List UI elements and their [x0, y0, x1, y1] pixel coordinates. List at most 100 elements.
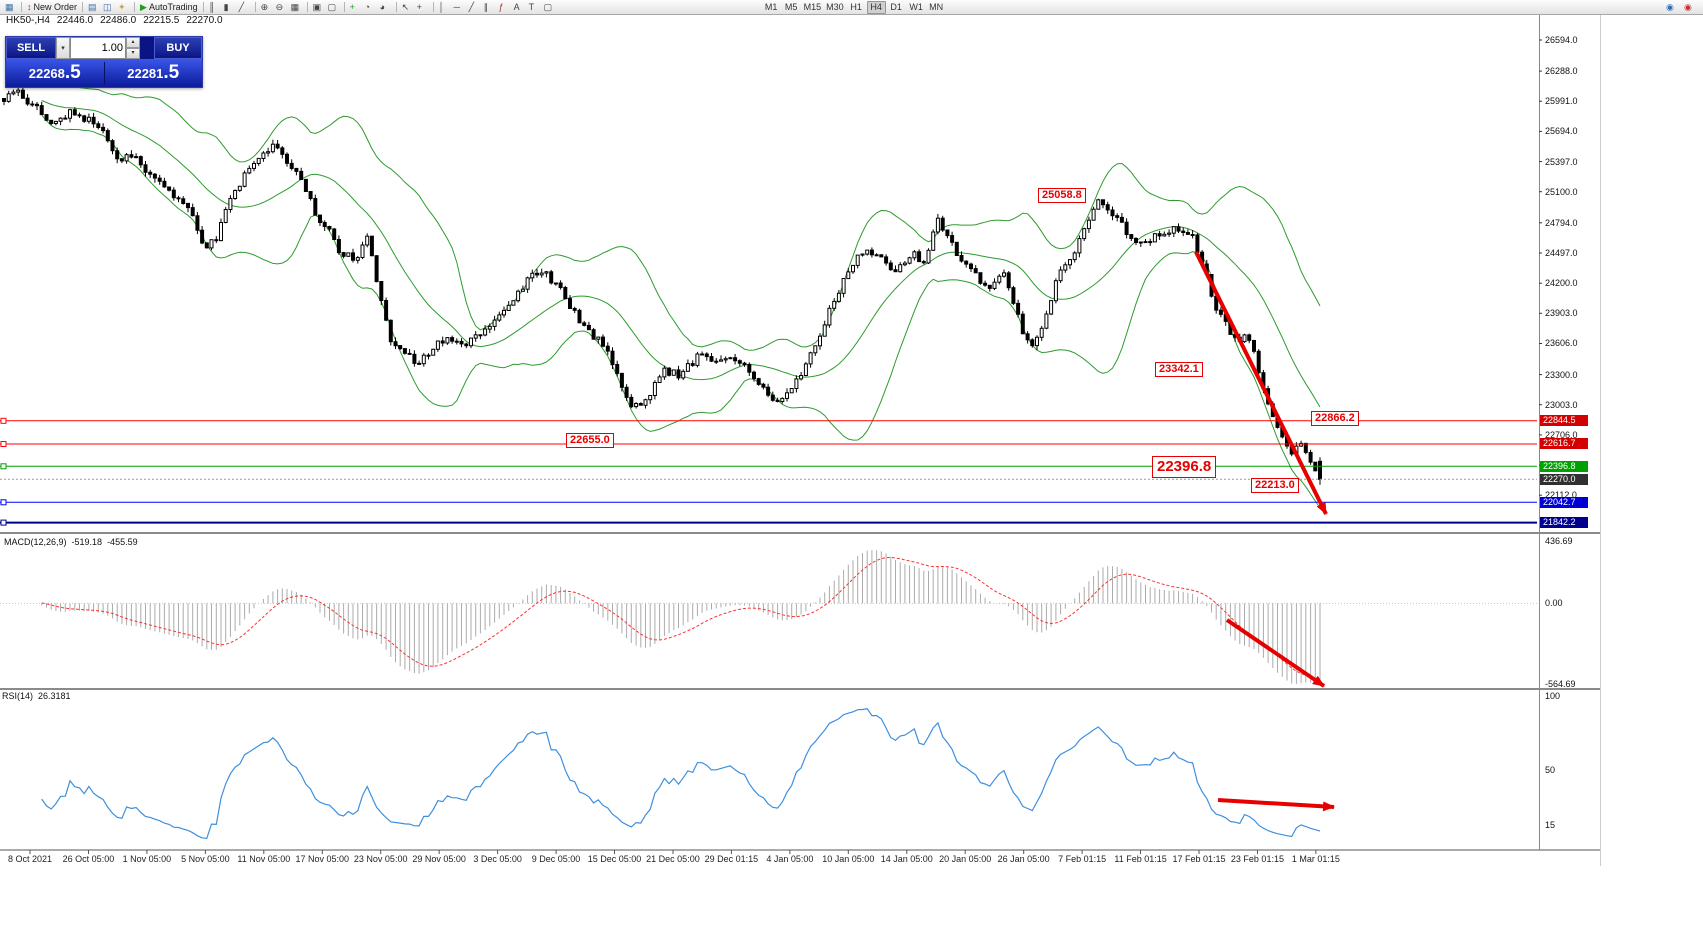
vertical-line-icon[interactable]: │ — [437, 1, 452, 14]
new-order-button[interactable]: ↕ New Order — [25, 1, 79, 14]
timeframe-m15-button[interactable]: M15 — [803, 2, 822, 12]
price-annotation[interactable]: 22213.0 — [1251, 478, 1299, 493]
timeframe-d1-button[interactable]: D1 — [890, 2, 902, 12]
price-axis-tick: 23903.0 — [1545, 308, 1578, 319]
new-chart-icon[interactable]: ▦ — [3, 1, 18, 14]
add-indicator-icon[interactable]: + — [348, 1, 363, 14]
volume-down-button[interactable]: ▾ — [126, 48, 140, 59]
volume-input[interactable] — [70, 37, 126, 59]
candlestick-chart-icon: ▮ — [223, 1, 229, 12]
horizontal-line-icon[interactable]: ─ — [452, 1, 467, 14]
macd-name: MACD(12,26,9) — [4, 537, 67, 547]
timeframe-h1-button[interactable]: H1 — [850, 2, 862, 12]
timeframe-m1-button[interactable]: M1 — [764, 2, 778, 12]
trendline-icon: ╱ — [468, 1, 475, 12]
price-tag: 22396.8 — [1540, 460, 1588, 472]
autotrading-button[interactable]: ▶ AutoTrading — [138, 1, 200, 14]
template-icon[interactable]: ◕ — [378, 1, 393, 14]
bar-chart-icon[interactable]: ║ — [207, 1, 222, 14]
autotrading-icon: ▶ — [140, 1, 147, 12]
price-annotation[interactable]: 22866.2 — [1311, 411, 1359, 426]
chart-grid-icon[interactable]: ▦ — [289, 1, 304, 14]
period-selector-icon: ◔ — [364, 1, 371, 12]
add-indicator-icon: + — [349, 1, 355, 12]
line-anchor[interactable] — [0, 463, 7, 470]
price-annotation[interactable]: 22396.8 — [1152, 456, 1217, 478]
macd-axis-label: 0.00 — [1545, 598, 1563, 608]
price-annotation[interactable]: 22655.0 — [566, 433, 614, 448]
time-axis-label: 11 Feb 01:15 — [1114, 854, 1167, 864]
timeframe-m5-button[interactable]: M5 — [784, 2, 798, 12]
macd-axis-label: 436.69 — [1545, 536, 1573, 546]
text-icon[interactable]: A — [512, 1, 527, 14]
trend-arrow[interactable] — [1194, 251, 1328, 515]
candlestick-chart-icon[interactable]: ▮ — [222, 1, 237, 14]
price-axis-tick: 25100.0 — [1545, 186, 1578, 197]
tile-windows-icon[interactable]: ▣ — [311, 1, 326, 14]
toolbar-separator — [343, 2, 345, 12]
shapes-icon: ▢ — [543, 1, 553, 12]
rsi-line — [41, 708, 1321, 840]
shapes-icon[interactable]: ▢ — [542, 1, 557, 14]
help-icon[interactable]: ◉ — [1664, 1, 1679, 14]
new-order-icon: ↕ — [27, 1, 32, 12]
price-annotation[interactable]: 23342.1 — [1155, 362, 1203, 377]
equidistant-channel-icon[interactable]: ∥ — [482, 1, 497, 14]
one-click-trading-panel: SELL ▾ ▴ ▾ BUY 22268 .5 22281 .5 — [5, 36, 203, 88]
line-anchor[interactable] — [0, 441, 7, 447]
sell-price-display[interactable]: 22268 .5 — [6, 62, 104, 84]
trend-arrow[interactable] — [1225, 618, 1326, 688]
period-selector-icon[interactable]: ◔ — [363, 1, 378, 14]
line-anchor[interactable] — [0, 519, 7, 526]
trend-arrow[interactable] — [1217, 798, 1335, 812]
timeframe-mn-button[interactable]: MN — [929, 2, 944, 12]
time-axis-label: 4 Jan 05:00 — [766, 854, 814, 864]
buy-button[interactable]: BUY — [154, 37, 202, 59]
time-axis-label: 1 Nov 05:00 — [122, 854, 172, 864]
data-window-icon[interactable]: ◫ — [101, 1, 116, 14]
time-axis-label: 15 Dec 05:00 — [587, 854, 642, 864]
line-anchor[interactable] — [0, 499, 7, 506]
line-anchor[interactable] — [0, 417, 7, 424]
price-annotation[interactable]: 25058.8 — [1038, 188, 1086, 203]
sell-price-main: 22268 — [28, 66, 65, 81]
volume-dropdown-button[interactable]: ▾ — [56, 37, 70, 59]
line-chart-icon[interactable]: ╱ — [237, 1, 252, 14]
time-axis-label: 9 Dec 05:00 — [531, 854, 581, 864]
toolbar: ▦ ↕ New Order ▤ ◫ ✦ ▶ AutoTrading ║ ▮ ╱ ⊕ ⊖ ▦ ▣ ▢ + ◔ ◕ ↖ + │… — [0, 0, 1703, 15]
timeframe-w1-button[interactable]: W1 — [909, 2, 923, 12]
cursor-icon[interactable]: ↖ — [400, 1, 415, 14]
connection-status-icon[interactable]: ◉ — [1682, 1, 1697, 14]
price-axis-tick: 22706.0 — [1545, 429, 1578, 440]
label-icon[interactable]: T — [527, 1, 542, 14]
cursor-icon: ↖ — [401, 1, 410, 12]
help-icon: ◉ — [1666, 1, 1674, 12]
cascade-windows-icon[interactable]: ▢ — [326, 1, 341, 14]
bar-chart-icon: ║ — [208, 1, 216, 12]
macd-signal-value: -455.59 — [107, 537, 138, 547]
price-axis-tick: 25991.0 — [1545, 96, 1578, 107]
price-axis-tick: 23300.0 — [1545, 369, 1578, 380]
timeframe-h4-button[interactable]: H4 — [866, 0, 886, 14]
volume-up-button[interactable]: ▴ — [126, 37, 140, 48]
crosshair-icon[interactable]: + — [415, 1, 430, 14]
price-axis-tick: 24794.0 — [1545, 217, 1578, 228]
trendline-icon[interactable]: ╱ — [467, 1, 482, 14]
market-watch-icon[interactable]: ▤ — [86, 1, 101, 14]
zoom-in-icon[interactable]: ⊕ — [259, 1, 274, 14]
timeframe-m30-button[interactable]: M30 — [826, 2, 844, 12]
symbol-period-label: HK50-,H4 — [6, 15, 50, 26]
buy-price-display[interactable]: 22281 .5 — [105, 62, 203, 84]
fibonacci-icon[interactable]: ƒ — [497, 1, 512, 14]
rsi-header: RSI(14) 26.3181 — [2, 691, 71, 701]
price-divider — [103, 62, 105, 84]
navigator-icon[interactable]: ✦ — [116, 1, 131, 14]
sell-button[interactable]: SELL — [6, 37, 56, 59]
volume-stepper: ▴ ▾ — [126, 37, 140, 59]
zoom-out-icon[interactable]: ⊖ — [274, 1, 289, 14]
time-axis-label: 29 Nov 05:00 — [412, 854, 466, 864]
buy-price-frac: .5 — [163, 62, 180, 83]
time-axis-label: 8 Oct 2021 — [7, 854, 53, 864]
rsi-name: RSI(14) — [2, 691, 34, 701]
